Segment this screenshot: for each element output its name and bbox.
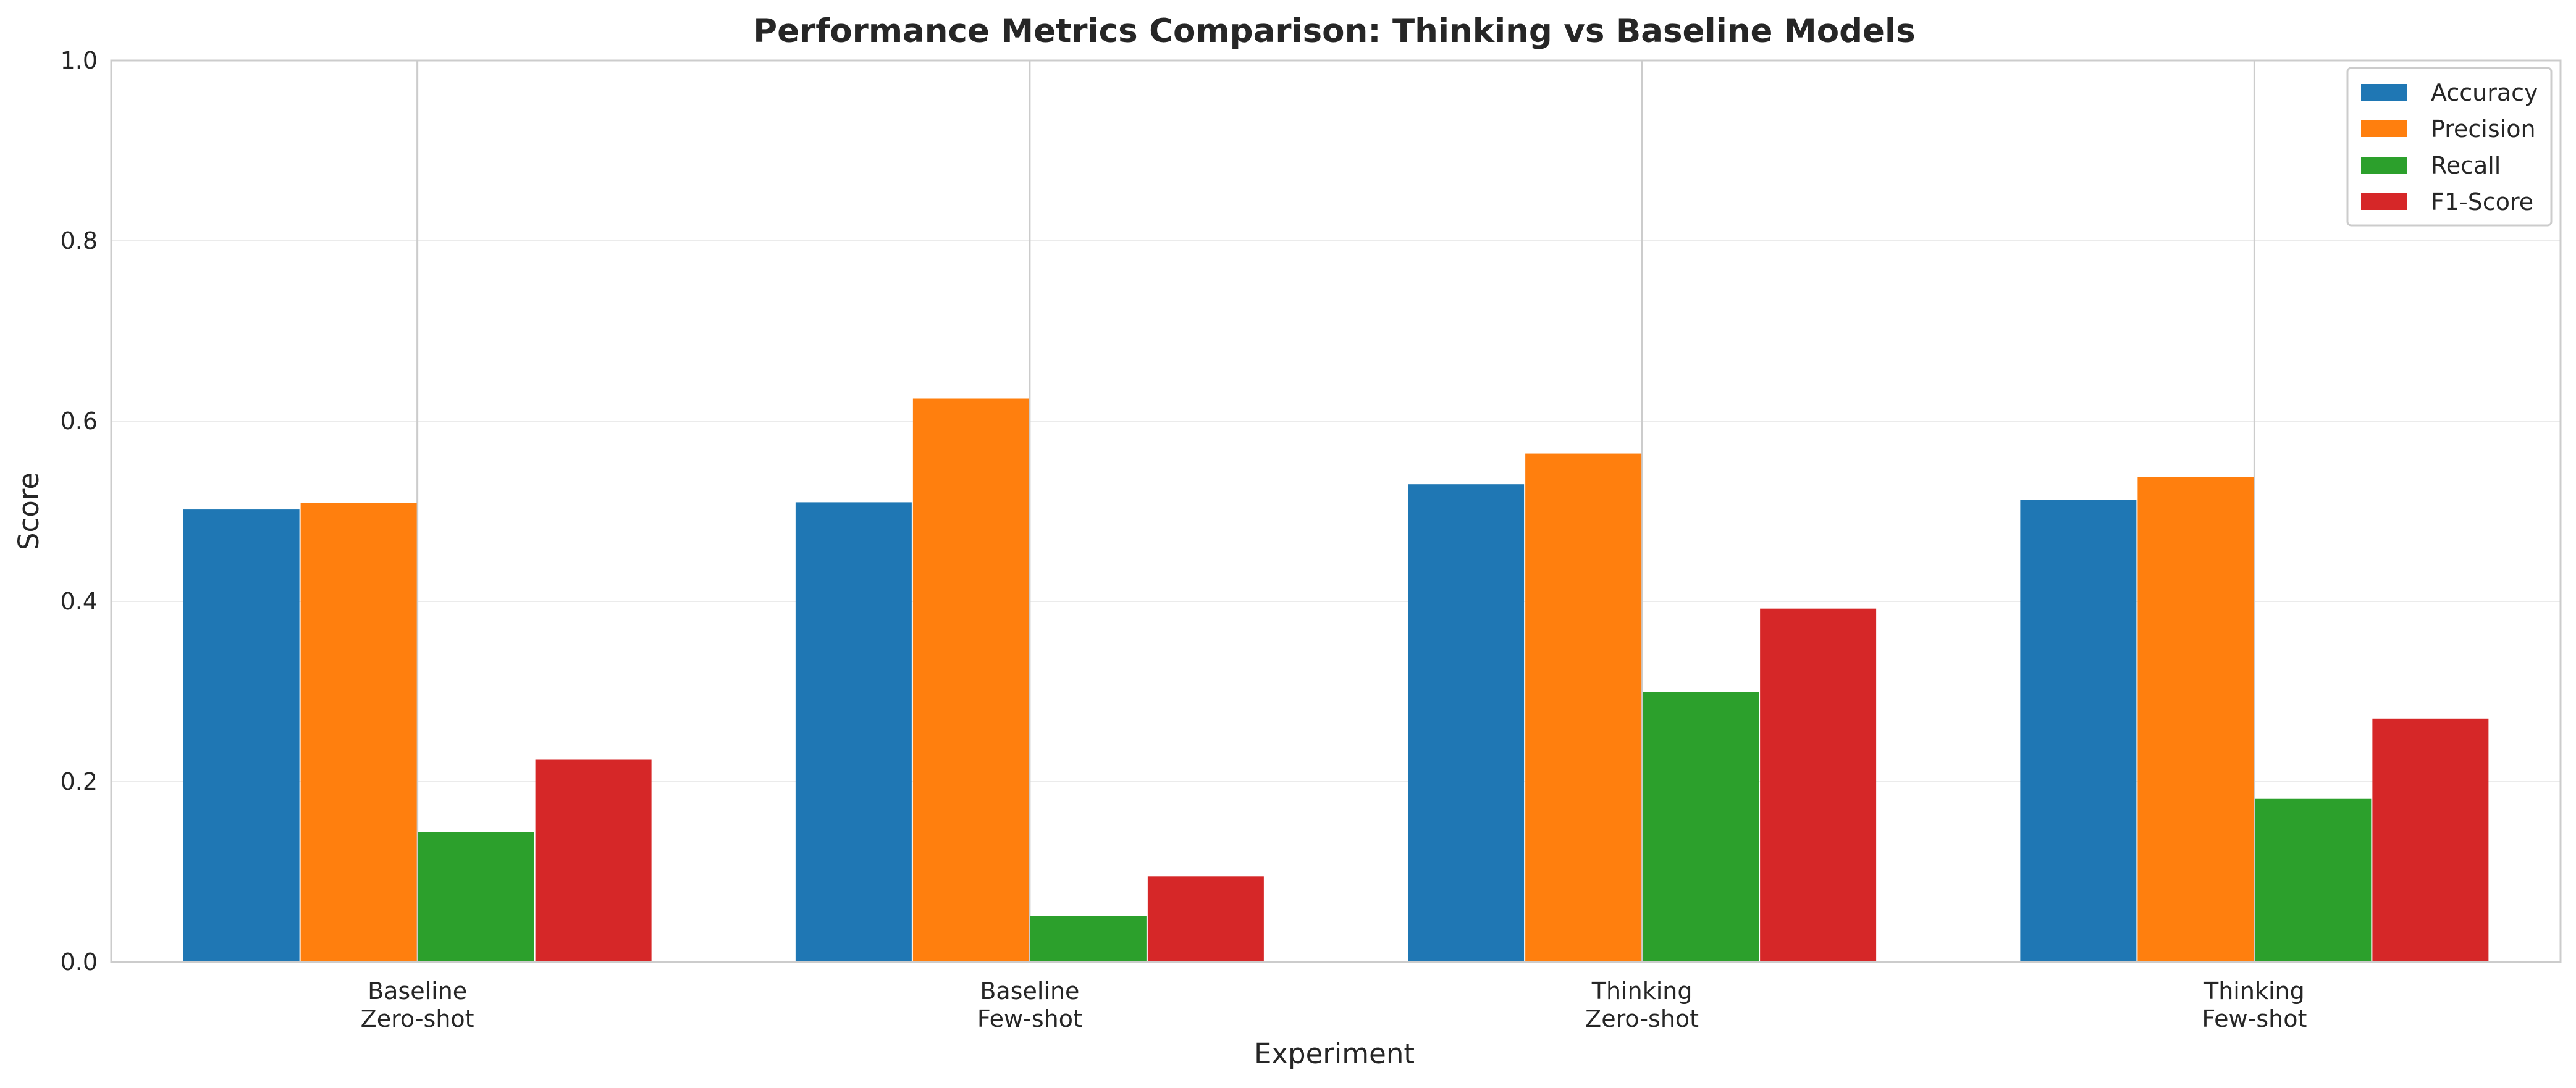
y-tick-label: 1.0 bbox=[61, 47, 98, 74]
bar-f1-score-4 bbox=[2372, 718, 2489, 962]
y-tick-label: 0.0 bbox=[61, 948, 98, 976]
bar-recall-2 bbox=[1030, 916, 1147, 962]
legend-swatch bbox=[2361, 193, 2407, 210]
x-tick-label: Baseline bbox=[368, 977, 467, 1005]
legend-swatch bbox=[2361, 120, 2407, 137]
bar-accuracy-2 bbox=[795, 502, 912, 962]
bar-precision-2 bbox=[912, 398, 1029, 962]
bar-accuracy-3 bbox=[1408, 484, 1525, 962]
legend-box bbox=[2346, 67, 2553, 227]
legend-label: Accuracy bbox=[2431, 79, 2538, 106]
x-tick-label: Few-shot bbox=[2202, 1005, 2307, 1032]
legend-label: Recall bbox=[2431, 152, 2501, 179]
y-axis-label: Score bbox=[12, 472, 45, 550]
bar-accuracy-4 bbox=[2020, 500, 2137, 962]
legend-swatch bbox=[2361, 157, 2407, 174]
bar-f1-score-3 bbox=[1760, 608, 1877, 962]
bar-precision-3 bbox=[1525, 453, 1642, 962]
x-tick-label: Zero-shot bbox=[1585, 1005, 1699, 1032]
x-tick-label: Thinking bbox=[2203, 977, 2305, 1005]
legend: Accuracy Precision Recall F1-Score bbox=[2346, 67, 2553, 227]
bar-precision-4 bbox=[2137, 477, 2254, 962]
x-tick-label: Thinking bbox=[1591, 977, 1693, 1005]
legend-label: F1-Score bbox=[2431, 188, 2533, 216]
legend-label: Precision bbox=[2431, 115, 2536, 143]
x-tick-label: Few-shot bbox=[977, 1005, 1082, 1032]
y-tick-label: 0.4 bbox=[61, 588, 98, 615]
bar-recall-4 bbox=[2255, 798, 2372, 962]
y-tick-label: 0.6 bbox=[61, 408, 98, 435]
legend-swatch bbox=[2361, 84, 2407, 101]
bar-recall-1 bbox=[418, 832, 534, 962]
y-tick-label: 0.8 bbox=[61, 227, 98, 254]
x-tick-label: Zero-shot bbox=[361, 1005, 474, 1032]
bar-f1-score-1 bbox=[535, 759, 652, 962]
plot-frame bbox=[110, 59, 2562, 963]
bar-f1-score-2 bbox=[1147, 876, 1264, 962]
y-tick-labels: 0.0 0.2 0.4 0.6 0.8 1.0 bbox=[61, 47, 98, 976]
bars bbox=[183, 398, 2489, 962]
x-tick-labels: BaselineZero-shotBaselineFew-shotThinkin… bbox=[361, 977, 2307, 1032]
x-tick-label: Baseline bbox=[980, 977, 1079, 1005]
x-axis-label: Experiment bbox=[1254, 1037, 1415, 1070]
chart-title: Performance Metrics Comparison: Thinking… bbox=[753, 12, 1915, 50]
y-tick-label: 0.2 bbox=[61, 768, 98, 795]
bar-accuracy-1 bbox=[183, 509, 300, 962]
bar-recall-3 bbox=[1643, 692, 1759, 962]
bar-precision-1 bbox=[300, 503, 417, 962]
